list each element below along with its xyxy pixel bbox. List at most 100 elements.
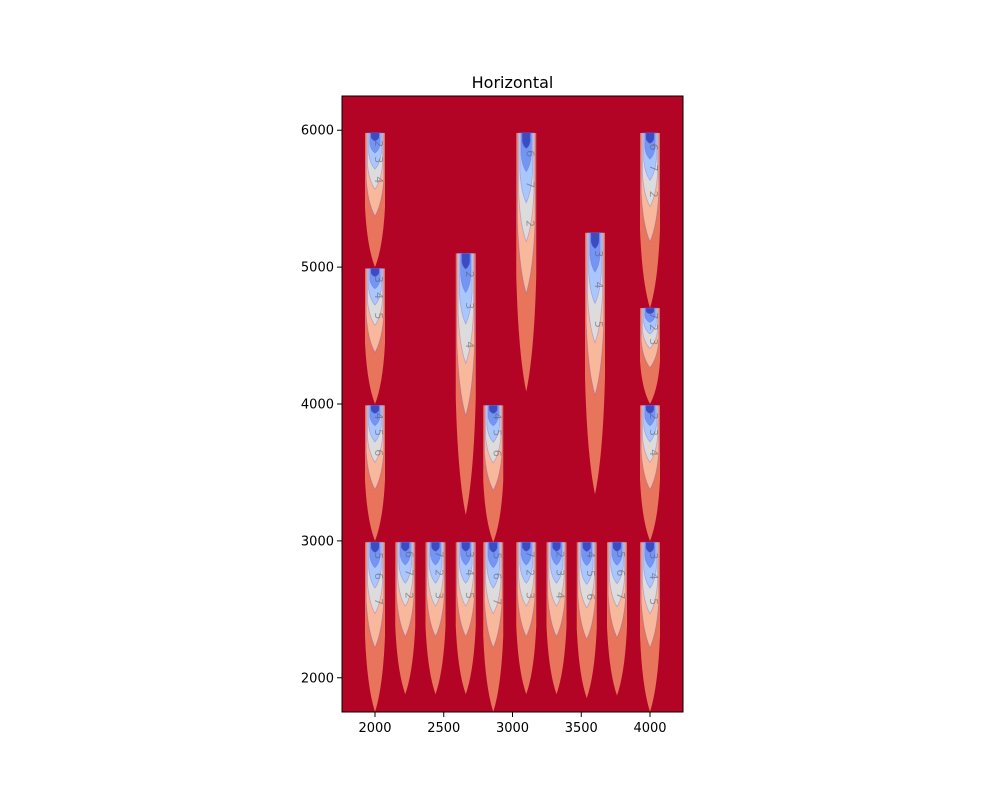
contour-label: 6 <box>490 573 503 580</box>
contour-label: 7 <box>402 569 415 576</box>
contour-label: 5 <box>463 592 476 599</box>
plume-15: 5 6 7 <box>607 541 627 696</box>
contour-label: 3 <box>647 429 660 436</box>
y-axis: 2000 3000 4000 5000 6000 <box>301 124 342 686</box>
plume-13: 3 4 5 <box>585 232 605 495</box>
contour-label: 5 <box>614 551 627 558</box>
x-tick-label: 2500 <box>427 721 460 736</box>
contour-label: 6 <box>402 551 415 558</box>
y-tick-label: 5000 <box>301 261 334 276</box>
y-tick-label: 6000 <box>301 124 334 139</box>
contour-label: 6 <box>647 143 660 150</box>
contour-label: 6 <box>523 150 536 157</box>
contour-label: 6 <box>490 450 503 457</box>
contour-label: 5 <box>490 429 503 436</box>
plume-17: 7 2 3 <box>640 307 660 404</box>
plume-11: 7 2 3 <box>516 541 537 695</box>
contour-label: 3 <box>433 592 446 599</box>
contour-label: 5 <box>592 321 605 328</box>
contour-label: 7 <box>614 592 627 599</box>
plume-12-level-5 <box>552 541 561 552</box>
contour-label: 2 <box>523 220 536 227</box>
contour-label: 3 <box>372 276 385 283</box>
contour-label: 4 <box>647 449 660 456</box>
plume-2: 4 5 6 <box>365 404 385 541</box>
plume-10-level-5 <box>521 132 531 149</box>
plume-5: 7 2 3 <box>425 541 446 695</box>
plume-9-level-5 <box>488 541 498 553</box>
plume-4: 6 7 2 <box>395 541 416 695</box>
x-axis: 2000 2500 3000 3500 4000 <box>358 712 667 736</box>
plume-4-level-5 <box>400 541 410 552</box>
contour-label: 3 <box>592 250 605 257</box>
contour-label: 7 <box>433 551 446 558</box>
plume-15-level-5 <box>612 541 622 552</box>
contour-label: 4 <box>372 176 385 183</box>
contour-label: 5 <box>372 552 385 559</box>
contour-label: 3 <box>647 552 660 559</box>
plume-13-level-5 <box>590 232 600 250</box>
contour-label: 7 <box>490 598 503 605</box>
contour-label: 5 <box>372 429 385 436</box>
plume-17-level-5 <box>645 307 655 315</box>
plume-5-level-5 <box>431 541 440 552</box>
contour-label: 4 <box>372 292 385 299</box>
contour-label: 2 <box>402 592 415 599</box>
contour-label: 6 <box>372 449 385 456</box>
contour-label: 4 <box>592 282 605 289</box>
contour-label: 5 <box>584 570 597 577</box>
contour-label: 7 <box>372 598 385 605</box>
contour-label: 4 <box>463 569 476 576</box>
contour-label: 3 <box>554 569 567 576</box>
plume-1: 3 4 5 <box>365 268 385 404</box>
x-tick-label: 4000 <box>633 721 666 736</box>
x-tick-label: 2000 <box>358 721 391 736</box>
contour-label: 7 <box>523 181 536 188</box>
plume-11-level-5 <box>521 541 531 552</box>
y-tick-label: 3000 <box>301 534 334 549</box>
contour-label: 5 <box>647 598 660 605</box>
chart-title: Horizontal <box>472 73 554 92</box>
plume-1-level-5 <box>370 268 380 278</box>
contour-label: 4 <box>463 341 476 348</box>
plume-9: 5 6 7 <box>483 541 504 712</box>
plume-7: 3 4 5 <box>455 541 476 695</box>
contour-label: 2 <box>554 551 567 558</box>
contour-label: 3 <box>372 156 385 163</box>
plume-6: 2 3 4 <box>455 253 476 515</box>
contour-background <box>342 96 683 712</box>
plume-7-level-5 <box>461 541 471 552</box>
plot-area: 2343454565676727232343454565676727232343… <box>342 96 683 712</box>
plume-3-level-5 <box>370 541 380 553</box>
plume-8-level-5 <box>488 404 498 415</box>
plume-2-level-5 <box>370 404 380 414</box>
plume-18-level-5 <box>645 404 655 414</box>
plume-0-level-5 <box>370 132 380 142</box>
contour-label: 3 <box>463 551 476 558</box>
plume-8: 4 5 6 <box>483 404 504 543</box>
contour-label: 4 <box>554 592 567 599</box>
contour-label: 3 <box>463 302 476 309</box>
contour-label: 2 <box>647 191 660 198</box>
contour-label: 5 <box>372 312 385 319</box>
y-tick-label: 4000 <box>301 398 334 413</box>
plume-3: 5 6 7 <box>365 541 385 712</box>
plume-19-level-5 <box>645 541 655 553</box>
contour-label: 2 <box>647 324 660 331</box>
contour-label: 2 <box>463 271 476 278</box>
plume-16-level-5 <box>645 132 655 144</box>
contour-label: 3 <box>647 338 660 345</box>
plume-14-level-5 <box>582 541 592 553</box>
contour-label: 2 <box>523 569 536 576</box>
x-tick-label: 3000 <box>496 721 529 736</box>
contour-label: 6 <box>372 573 385 580</box>
plume-14: 4 5 6 <box>576 541 597 699</box>
contour-label: 3 <box>523 592 536 599</box>
contour-label: 4 <box>584 551 597 558</box>
contour-label: 2 <box>433 569 446 576</box>
contour-label: 4 <box>372 413 385 420</box>
contour-label: 7 <box>647 312 660 319</box>
plume-18: 2 3 4 <box>640 404 660 541</box>
contour-label: 4 <box>490 413 503 420</box>
